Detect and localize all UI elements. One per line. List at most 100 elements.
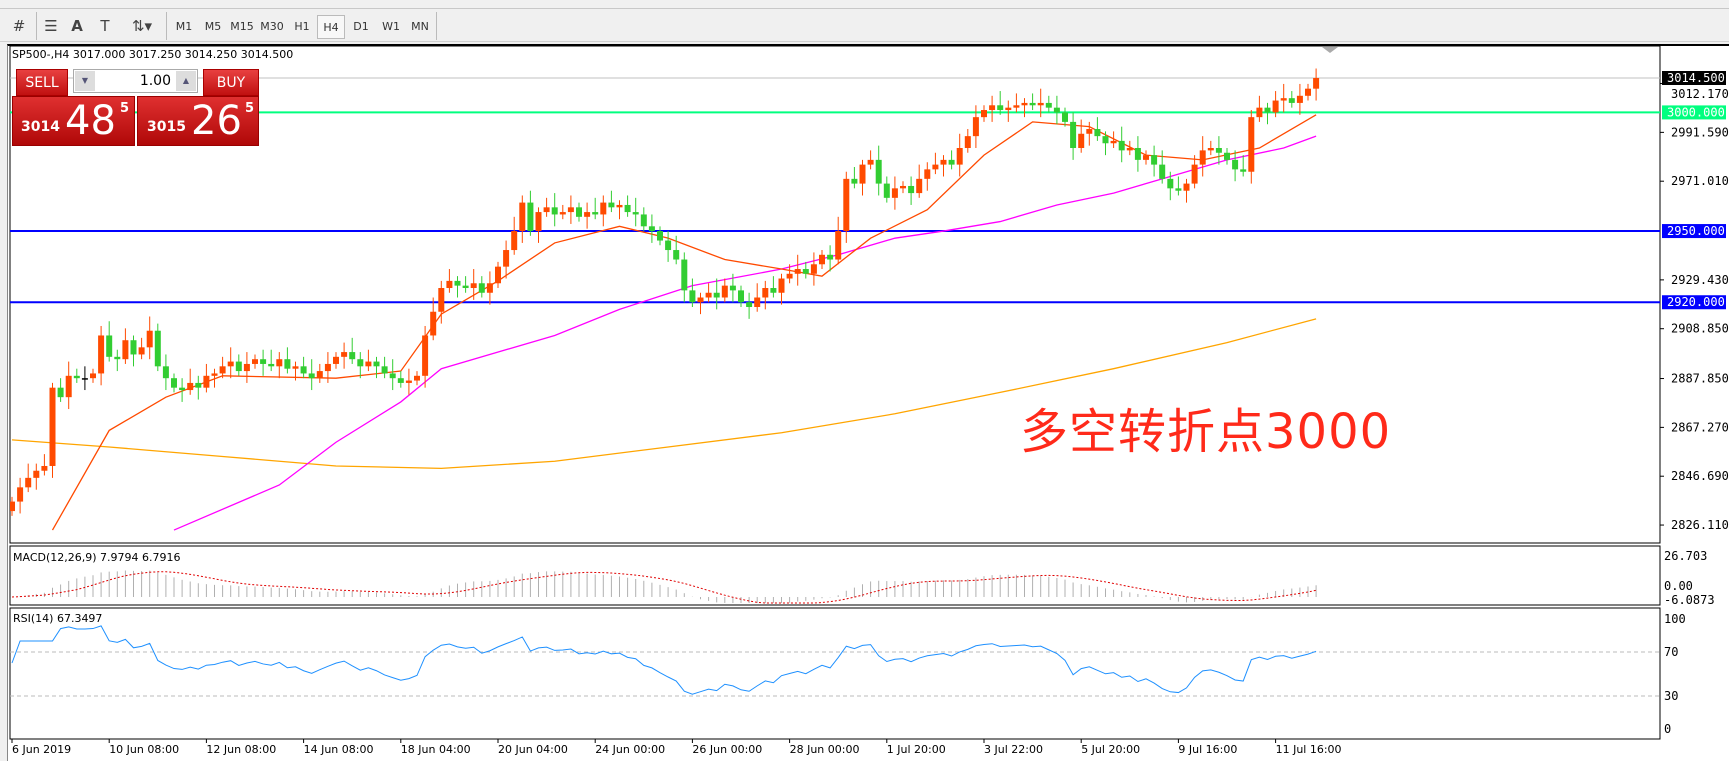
candle-body — [729, 285, 736, 291]
candle-body — [778, 278, 785, 293]
candle-body — [438, 288, 445, 312]
lot-size-input[interactable]: ▼ 1.00 ▲ — [73, 69, 198, 93]
candle-body — [162, 366, 169, 379]
candle-body — [697, 297, 704, 303]
candle-body — [1305, 88, 1311, 96]
rsi-line — [11, 625, 1317, 695]
candle-body — [511, 231, 518, 251]
candle-body — [786, 273, 793, 279]
candle-body — [324, 363, 331, 372]
candle-body — [859, 164, 866, 184]
buy-price-box[interactable]: 3015 26 5 — [137, 96, 259, 146]
sell-price-prefix: 3014 — [21, 119, 60, 135]
candle-body — [41, 465, 48, 471]
level-label-bg — [1662, 224, 1726, 239]
rsi-axis-label: 100 — [1664, 612, 1686, 626]
candle-body — [1167, 178, 1174, 189]
buy-button[interactable]: BUY — [203, 69, 259, 96]
rsi-axis-label: 0 — [1664, 722, 1671, 736]
candle-body — [414, 375, 420, 381]
candle-body — [657, 231, 663, 241]
timeframe-m15[interactable]: M15 — [230, 20, 254, 33]
candle-body — [746, 302, 753, 307]
candle-body — [940, 159, 947, 165]
timeframe-m5[interactable]: M5 — [204, 20, 222, 33]
divider — [166, 12, 167, 40]
candle-body — [1224, 152, 1230, 160]
candle-body — [843, 178, 850, 232]
candle-body — [964, 136, 971, 149]
candle-body — [1143, 155, 1149, 160]
candle-body — [373, 361, 380, 367]
toolbar: # ☰ A T ⇅▾ M1 M5 M15 M30 H1 H4 D1 W1 MN — [0, 0, 1729, 42]
candle-body — [835, 231, 842, 260]
crosshair-icon[interactable]: # — [12, 17, 26, 35]
candle-body — [1037, 102, 1044, 106]
timeframe-mn[interactable]: MN — [411, 20, 429, 33]
sell-price-box[interactable]: 3014 48 5 — [12, 96, 135, 146]
main-plot — [10, 68, 1660, 531]
candle-body — [1272, 100, 1279, 113]
price-axis-label: 2867.270 — [1671, 420, 1729, 434]
candle-body — [1013, 105, 1020, 108]
candle-body — [592, 212, 599, 215]
timeframe-d1[interactable]: D1 — [353, 20, 369, 33]
candle-body — [819, 254, 825, 265]
candle-body — [916, 178, 923, 194]
candle-body — [1134, 148, 1141, 160]
level-price-label: 2950.000 — [1667, 224, 1725, 238]
candle-body — [624, 204, 631, 213]
timeframe-h1[interactable]: H1 — [294, 20, 310, 33]
candle-body — [1248, 117, 1255, 172]
bid-price-label: 3014.500 — [1667, 71, 1725, 85]
timeframe-h4[interactable]: H4 — [317, 15, 345, 39]
price-axis-label: 2887.850 — [1671, 372, 1729, 386]
text-icon[interactable]: A — [71, 17, 83, 35]
candle-body — [179, 387, 186, 391]
candle-body — [235, 361, 242, 372]
candle-body — [989, 105, 996, 111]
divider — [36, 12, 37, 40]
sell-price-big: 48 — [65, 98, 116, 144]
candle-body — [972, 117, 979, 137]
candle-body — [430, 311, 437, 336]
candle-body — [276, 359, 283, 367]
candle-body — [948, 159, 955, 165]
candle-body — [1296, 95, 1303, 103]
candle-body — [1175, 188, 1182, 191]
arrows-icon[interactable]: ⇅▾ — [131, 17, 153, 35]
lot-decrease-button[interactable]: ▼ — [75, 71, 95, 91]
sell-button[interactable]: SELL — [16, 69, 68, 96]
candle-body — [308, 373, 315, 379]
candle-body — [211, 373, 218, 376]
candle-body — [33, 470, 40, 478]
price-axis-label: 2908.850 — [1671, 322, 1729, 336]
timeframe-w1[interactable]: W1 — [382, 20, 400, 33]
lot-increase-button[interactable]: ▲ — [176, 71, 196, 91]
time-axis-label: 5 Jul 20:00 — [1081, 743, 1140, 756]
rsi-frame — [9, 607, 1661, 740]
candle-body — [1199, 150, 1206, 165]
candle-body — [454, 280, 461, 286]
candle-body — [908, 185, 915, 194]
candle-body — [503, 250, 510, 267]
timeframe-m30[interactable]: M30 — [260, 20, 284, 33]
candle-body — [1062, 112, 1068, 122]
candle-body — [1029, 102, 1036, 106]
candle-body — [90, 373, 96, 379]
timeframe-m1[interactable]: M1 — [175, 20, 193, 33]
time-axis-label: 18 Jun 04:00 — [401, 743, 471, 756]
candle-body — [1086, 129, 1093, 134]
candle-body — [106, 335, 113, 357]
candle-body — [567, 207, 574, 213]
candle-body — [681, 259, 688, 291]
text-label-icon[interactable]: T — [100, 17, 110, 35]
chart-annotation: 多空转折点3000 — [1020, 404, 1392, 460]
candle-body — [665, 240, 672, 251]
candle-body — [997, 105, 1004, 111]
time-axis-label: 11 Jul 16:00 — [1276, 743, 1342, 756]
candle-body — [219, 366, 226, 374]
fibonacci-icon[interactable]: ☰ — [44, 17, 58, 35]
buy-price-big: 26 — [191, 98, 242, 144]
